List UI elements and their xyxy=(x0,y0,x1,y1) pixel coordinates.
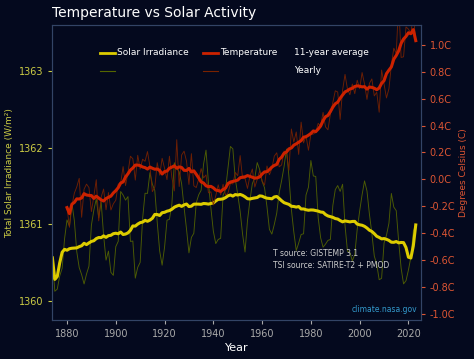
Y-axis label: Total Solar Irradiance (W/m²): Total Solar Irradiance (W/m²) xyxy=(6,108,15,238)
Y-axis label: Degrees Celsius (C): Degrees Celsius (C) xyxy=(459,128,468,217)
Text: T source: GISTEMP 3.1
TSI source: SATIRE-T2 + PMOD: T source: GISTEMP 3.1 TSI source: SATIRE… xyxy=(273,250,390,270)
Text: Solar Irradiance: Solar Irradiance xyxy=(117,48,189,57)
Text: Temperature vs Solar Activity: Temperature vs Solar Activity xyxy=(52,5,256,19)
Text: climate.nasa.gov: climate.nasa.gov xyxy=(351,306,417,314)
Text: Yearly: Yearly xyxy=(293,66,320,75)
Text: 11-year average: 11-year average xyxy=(293,48,368,57)
X-axis label: Year: Year xyxy=(225,344,248,354)
Text: Temperature: Temperature xyxy=(220,48,277,57)
